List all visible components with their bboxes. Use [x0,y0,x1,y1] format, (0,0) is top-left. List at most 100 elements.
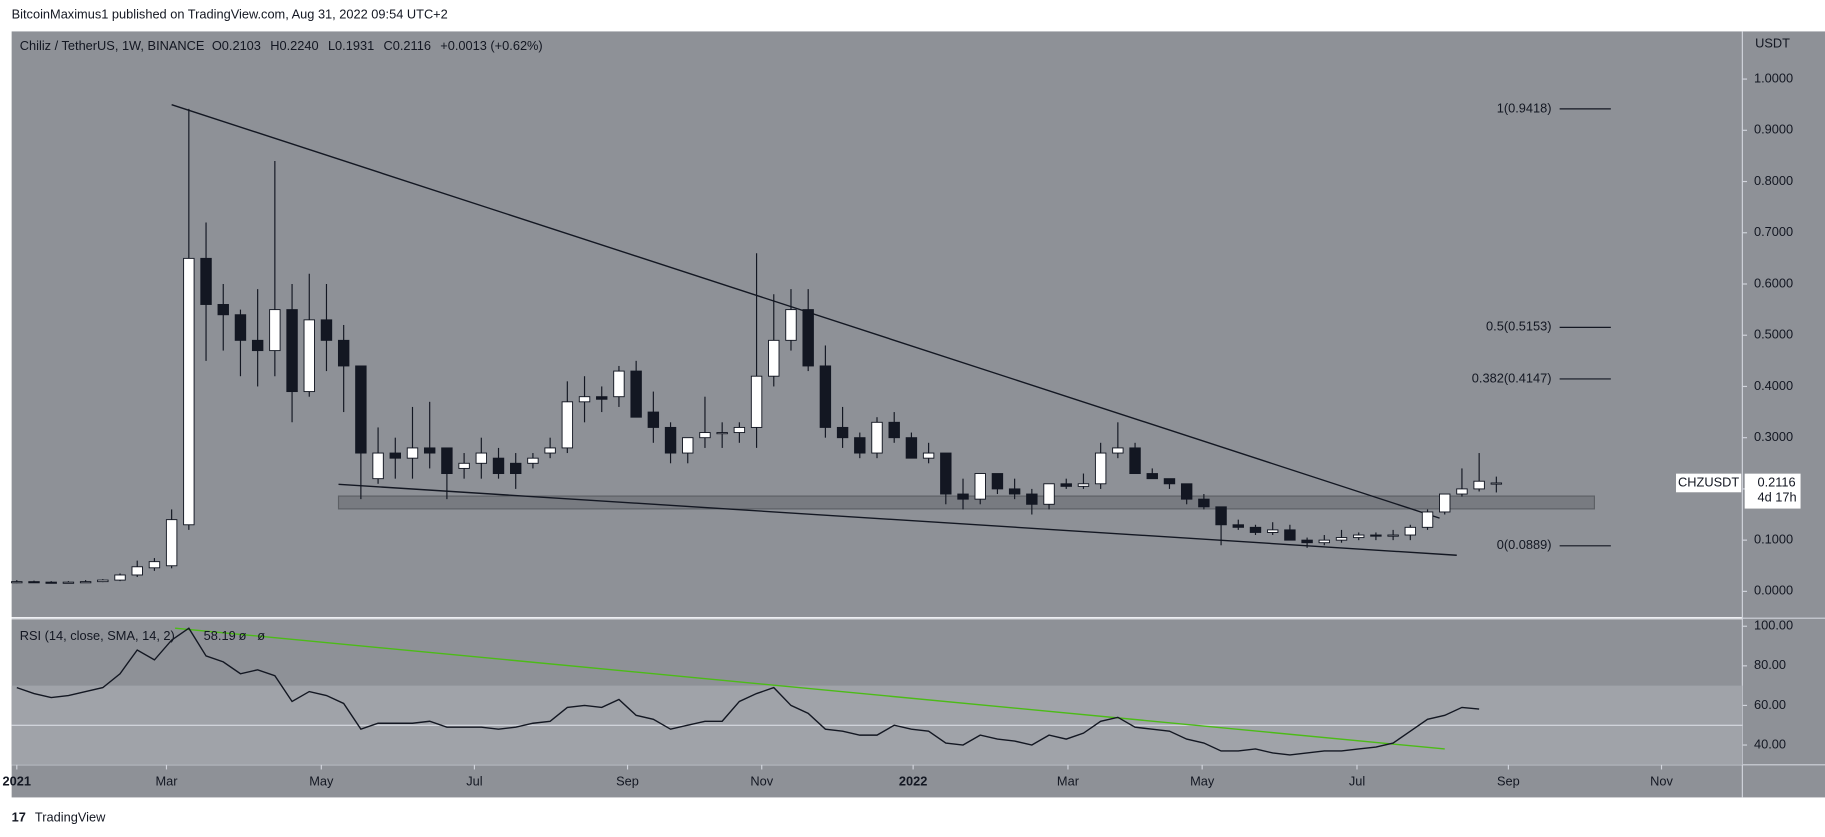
ohlc-value: O0.2103 [212,38,261,53]
symbol-tag-text: CHZUSDT [1678,474,1739,489]
candle-body [1198,498,1210,508]
candle-body [819,365,832,428]
candle-body [1439,493,1451,513]
candle-body [1163,478,1176,485]
candle-body [699,432,711,439]
candle-body [303,319,315,393]
candle-body [940,452,952,495]
candle-body [355,365,367,454]
candle-body [957,493,969,500]
price-axis [1742,31,1825,765]
y-tick-label: 0.5000 [1754,327,1793,342]
price-tag [1744,473,1801,509]
candle-body [716,432,728,435]
candle-body [234,314,247,341]
x-tick-label: Nov [750,774,773,789]
rsi-legend-value: ø [239,628,247,643]
candle-body [991,473,1004,490]
countdown-text: 4d 17h [1757,489,1796,504]
candle-body [647,411,660,428]
candle-body [613,370,625,398]
x-tick-label: 2021 [3,774,31,789]
candle-body [131,566,143,576]
y-tick-label: 0.8000 [1754,173,1793,188]
candle-body [1249,526,1262,533]
candle-body [492,457,505,475]
ohlc-value: H0.2240 [270,38,318,53]
candle-body [97,579,109,583]
currency-label: USDT [1755,36,1790,51]
y-tick-label: 0.7000 [1754,224,1793,239]
candle-body [1490,482,1503,485]
footer-logo: 17 [12,810,26,825]
x-tick-label: Mar [155,774,178,789]
candle-body [785,309,797,341]
publisher-line: BitcoinMaximus1 published on TradingView… [12,7,448,22]
ohlc-value: L0.1931 [328,38,374,53]
candle-body [251,339,264,352]
candle-body [1318,539,1331,544]
x-tick-label: Jul [466,774,482,789]
candle-body [1112,447,1124,454]
candle-body [45,581,57,584]
fib-label: 0(0.0889) [1497,537,1552,552]
candle-body [1387,534,1399,537]
x-tick-label: Mar [1057,774,1080,789]
price-pane [11,31,1743,617]
ohlc-value: C0.2116 [384,38,431,53]
candle-body [1008,488,1021,495]
fib-label: 1(0.9418) [1497,100,1552,115]
ohlc-value: +0.0013 (+0.62%) [440,38,542,53]
candle-body [1421,511,1434,528]
candle-body [1232,524,1244,528]
y-tick-label: 1.0000 [1754,70,1793,85]
candle-body [544,447,556,454]
x-tick-label: Nov [1650,774,1673,789]
candle-body [596,396,608,400]
candle-body [1180,483,1193,500]
candle-body [836,426,849,439]
price-tag-text: 0.2116 [1757,474,1795,489]
y-tick-label: 80.00 [1754,657,1786,672]
candle-body [1146,473,1158,480]
chart-title: Chiliz / TetherUS, 1W, BINANCE [20,38,205,53]
rsi-legend-value: 58.19 [204,628,236,643]
candle-body [578,396,591,403]
candle-body [372,452,384,480]
candle-body [768,339,780,377]
candle-body [337,339,350,367]
candle-body [905,437,918,459]
x-tick-label: 2022 [899,774,927,789]
candle-body [200,257,212,305]
candle-body [1404,526,1417,536]
candle-body [1335,537,1348,541]
y-tick-label: 0.4000 [1754,378,1793,393]
rsi-title: RSI (14, close, SMA, 14, 2) [20,628,175,643]
candle-body [1094,452,1107,485]
candle-body [630,370,642,418]
candle-body [320,319,333,341]
candle-body [458,462,470,469]
candle-body [1266,529,1279,533]
fib-label: 0.5(0.5153) [1486,319,1551,334]
candle-body [802,309,814,367]
candle-body [148,561,161,569]
candle-body [475,452,488,464]
candle-body [888,421,900,439]
candle-body [510,462,522,475]
candle-body [1353,534,1365,539]
candle-body [854,437,866,454]
y-tick-label: 0.6000 [1754,275,1793,290]
candle-body [389,452,401,459]
candle-body [165,519,178,567]
x-tick-label: Sep [1497,774,1520,789]
candle-body [28,581,40,584]
candle-body [423,447,436,454]
y-tick-label: 40.00 [1754,736,1786,751]
rsi-line [16,627,1480,756]
candle-body [1473,480,1485,490]
candle-body [269,309,281,352]
candle-body [1026,493,1038,505]
y-tick-label: 0.3000 [1754,429,1793,444]
